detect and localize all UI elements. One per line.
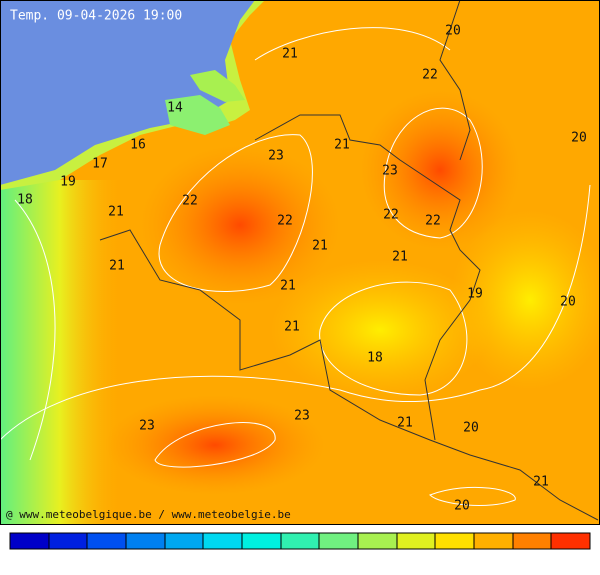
- temp-label: 22: [182, 194, 198, 209]
- temp-label: 23: [294, 409, 310, 424]
- temp-label: 19: [60, 175, 76, 190]
- temp-label: 21: [533, 475, 549, 490]
- temp-label: 21: [392, 250, 408, 265]
- temperature-labels: 20 21 22 14 20 16 21 23 17 23 19 18 22 2…: [17, 24, 587, 514]
- map-title: Temp. 09-04-2026 19:00: [10, 9, 182, 24]
- color-scale: [9, 532, 591, 550]
- temp-label: 22: [425, 214, 441, 229]
- temp-label: 21: [108, 205, 124, 220]
- temp-label: 22: [422, 68, 438, 83]
- temp-label: 21: [282, 47, 298, 62]
- temp-label: 14: [167, 101, 183, 116]
- credit: @ www.meteobelgique.be / www.meteobelgie…: [6, 508, 291, 521]
- map: Temp. 09-04-2026 19:00 @ www.meteobelgiq…: [0, 0, 600, 525]
- temp-label: 23: [382, 164, 398, 179]
- temp-label: 22: [277, 214, 293, 229]
- temp-label: 21: [397, 416, 413, 431]
- temp-label: 21: [109, 259, 125, 274]
- temp-label: 17: [92, 157, 108, 172]
- temp-label: 21: [280, 279, 296, 294]
- temp-label: 21: [334, 138, 350, 153]
- temp-label: 23: [268, 149, 284, 164]
- temp-label: 20: [560, 295, 576, 310]
- temp-label: 20: [445, 24, 461, 39]
- temp-label: 21: [312, 239, 328, 254]
- temp-label: 23: [139, 419, 155, 434]
- temp-label: 22: [383, 208, 399, 223]
- temp-label: 20: [571, 131, 587, 146]
- temp-label: 21: [284, 320, 300, 335]
- temp-label: 19: [467, 287, 483, 302]
- temp-label: 18: [367, 351, 383, 366]
- temp-label: 20: [454, 499, 470, 514]
- temp-label: 16: [130, 138, 146, 153]
- temp-label: 18: [17, 193, 33, 208]
- temp-label: 20: [463, 421, 479, 436]
